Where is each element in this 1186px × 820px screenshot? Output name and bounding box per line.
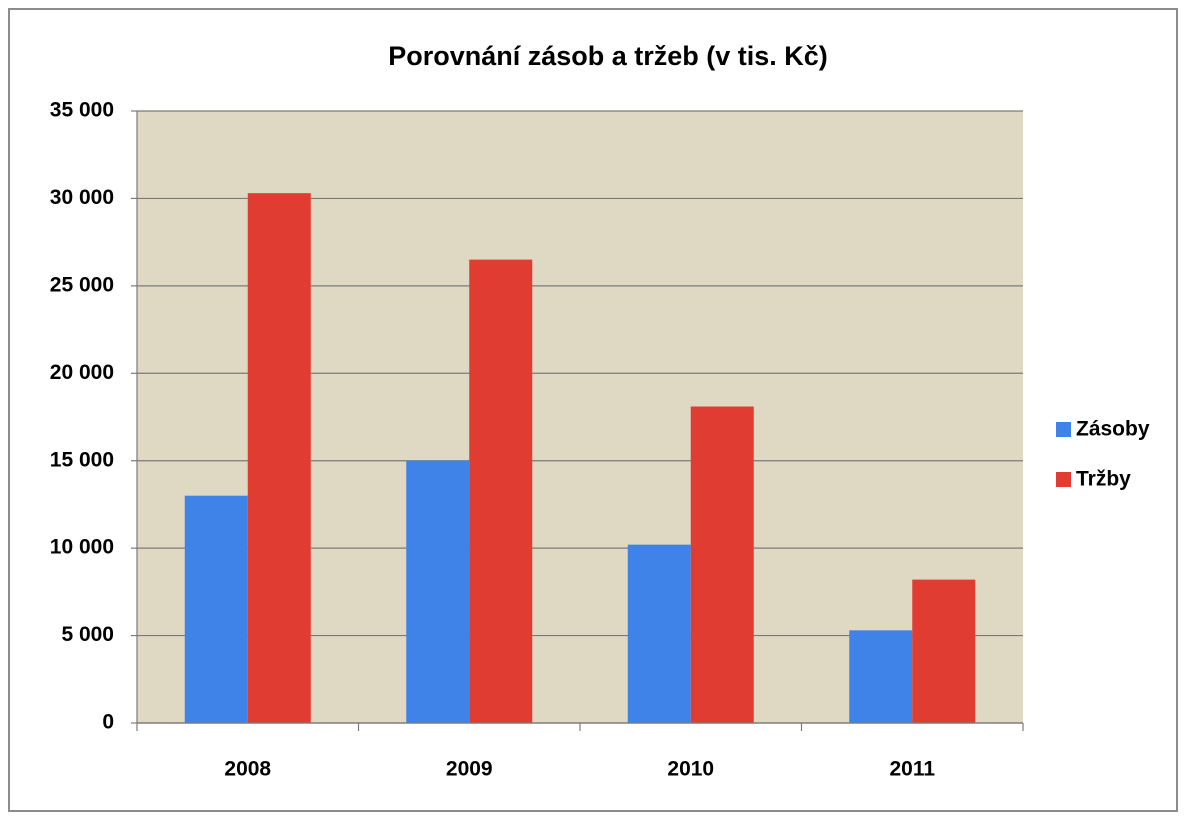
y-tick-label: 35 000 (50, 99, 114, 122)
x-tick-label: 2009 (446, 758, 493, 781)
bar (184, 495, 248, 723)
bar (690, 406, 754, 723)
y-tick-label: 30 000 (50, 186, 114, 209)
y-tick-label: 20 000 (50, 361, 114, 384)
legend-swatch (1056, 472, 1071, 487)
chart-title: Porovnání zásob a tržeb (v tis. Kč) (388, 41, 828, 71)
bar (247, 193, 311, 723)
y-tick-label: 0 (102, 711, 114, 734)
legend-label: Tržby (1076, 468, 1131, 491)
legend-swatch (1056, 422, 1071, 437)
x-tick-label: 2011 (889, 758, 935, 781)
bar (469, 259, 533, 723)
y-tick-label: 5 000 (61, 623, 114, 646)
bar (406, 460, 470, 723)
y-tick-label: 10 000 (50, 536, 114, 559)
y-tick-label: 25 000 (50, 273, 114, 296)
bar (627, 544, 691, 723)
legend-label: Zásoby (1076, 418, 1150, 441)
x-tick-label: 2008 (224, 758, 271, 781)
bar (912, 579, 976, 723)
bar (849, 630, 913, 723)
x-tick-label: 2010 (667, 758, 714, 781)
y-tick-label: 15 000 (50, 448, 114, 471)
